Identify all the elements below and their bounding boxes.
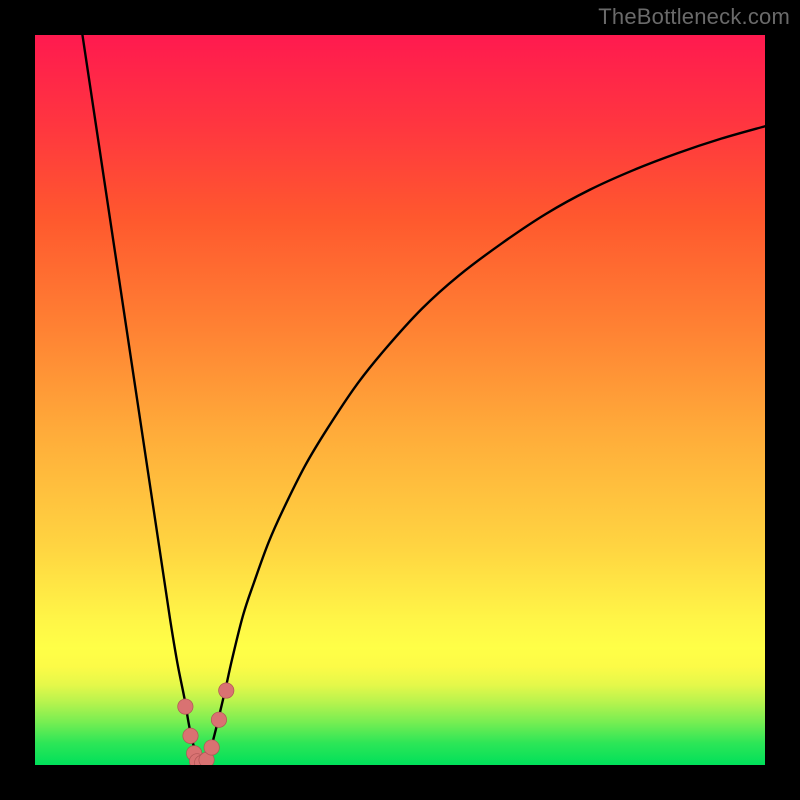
curve-layer — [35, 35, 765, 765]
marker-point — [204, 740, 219, 755]
watermark-text: TheBottleneck.com — [598, 4, 790, 30]
right-curve — [204, 126, 765, 763]
left-curve — [82, 35, 200, 763]
chart-container: TheBottleneck.com — [0, 0, 800, 800]
plot-area — [35, 35, 765, 765]
marker-point — [211, 712, 226, 727]
marker-group — [178, 683, 234, 765]
marker-point — [183, 728, 198, 743]
marker-point — [219, 683, 234, 698]
marker-point — [178, 699, 193, 714]
